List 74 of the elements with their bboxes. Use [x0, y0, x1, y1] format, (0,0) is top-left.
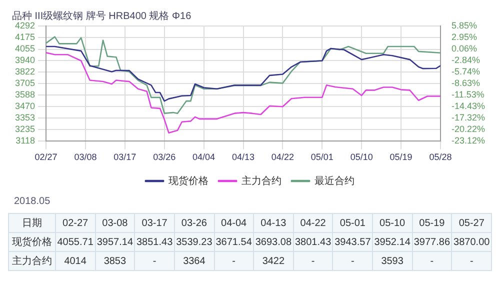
data-label: 3593: [372, 252, 412, 270]
x-tick-label: 04/13: [232, 152, 255, 162]
y-tick-label: 3588: [14, 90, 36, 100]
category-label: 04-22: [293, 214, 333, 232]
y2-tick-label: -11.53%: [451, 90, 484, 100]
legend-label: 现货价格: [168, 174, 208, 187]
y2-tick-label: -20.22%: [451, 124, 486, 134]
category-label: 05-01: [332, 214, 372, 232]
data-label: -: [134, 252, 174, 270]
category-label: 03-26: [174, 214, 214, 232]
data-label: -: [214, 252, 254, 270]
legend-label: 主力合约: [242, 174, 282, 187]
data-label: 3364: [174, 252, 214, 270]
data-label: 3853: [95, 252, 135, 270]
category-label: 03-08: [95, 214, 135, 232]
data-label: 3422: [254, 252, 294, 270]
data-label: 4014: [56, 252, 96, 270]
series-label: 现货价格: [8, 232, 56, 252]
y-tick-label: 3118: [16, 136, 36, 146]
y-tick-label: 4292: [14, 20, 36, 30]
y2-tick-label: -2.84%: [451, 55, 480, 66]
text: 日期: [8, 214, 56, 232]
data-label: 3870.00: [452, 232, 492, 252]
y-tick-label: 3822: [14, 66, 36, 77]
y2-tick-label: -14.43%: [451, 101, 486, 112]
y-tick-label: 4175: [14, 32, 36, 42]
y2-tick-label: -8.63%: [451, 78, 480, 88]
data-label: 3952.14: [372, 232, 412, 252]
data-label: 3539.23: [174, 232, 214, 252]
x-tick-label: 05/01: [310, 152, 334, 162]
data-label: 3977.86: [412, 232, 452, 252]
data-label: 3943.57: [332, 232, 372, 252]
x-tick-label: 04/22: [271, 152, 294, 162]
data-label: 3957.14: [95, 232, 135, 252]
x-tick-label: 04/04: [192, 152, 216, 162]
y2-tick-label: -23.12%: [451, 136, 486, 146]
data-label: 3801.43: [293, 232, 333, 252]
y-tick-label: 3705: [14, 78, 36, 88]
x-tick-label: 05/28: [429, 152, 452, 162]
data-label: 3671.54: [214, 232, 254, 252]
y-tick-label: 3353: [14, 112, 36, 123]
x-tick-label: 05/10: [350, 152, 373, 162]
y2-tick-label: 0.06%: [451, 44, 478, 54]
data-label: -: [452, 252, 492, 270]
x-tick-label: 02/27: [34, 152, 58, 162]
y-tick-label: 3235: [14, 124, 36, 134]
category-label: 05-10: [372, 214, 412, 232]
category-label: 03-17: [134, 214, 174, 232]
category-label: 04-04: [214, 214, 254, 232]
text: 2018.05: [13, 196, 52, 207]
y2-tick-label: 5.85%: [451, 20, 478, 30]
data-label: 3693.08: [254, 232, 294, 252]
category-label: 05-19: [412, 214, 452, 232]
y-tick-label: 3470: [14, 101, 36, 112]
data-label: 4055.71: [56, 232, 96, 252]
x-tick-label: 03/08: [74, 152, 97, 162]
x-tick-label: 05/19: [390, 152, 412, 162]
category-label: 04-13: [254, 214, 294, 232]
chart-title: 品种 III级螺纹钢 牌号 HRB400 规格 Φ16: [12, 10, 192, 22]
y2-tick-label: -5.74%: [451, 66, 480, 77]
y-tick-label: 4055: [14, 44, 36, 54]
x-tick-label: 03/26: [153, 152, 176, 162]
data-label: -: [332, 252, 372, 270]
data-label: -: [412, 252, 452, 270]
category-label: 02-27: [56, 214, 96, 232]
y2-tick-label: 2.95%: [451, 32, 478, 42]
y2-tick-label: -17.32%: [451, 112, 486, 123]
x-tick-label: 03/17: [114, 152, 136, 162]
category-label: 05-27: [452, 214, 492, 232]
legend-label: 主力合约: [8, 252, 56, 270]
data-label: 3851.43: [134, 232, 174, 252]
y-tick-label: 3940: [14, 55, 36, 66]
data-label: -: [293, 252, 333, 270]
legend-label: 最近合约: [314, 174, 354, 187]
